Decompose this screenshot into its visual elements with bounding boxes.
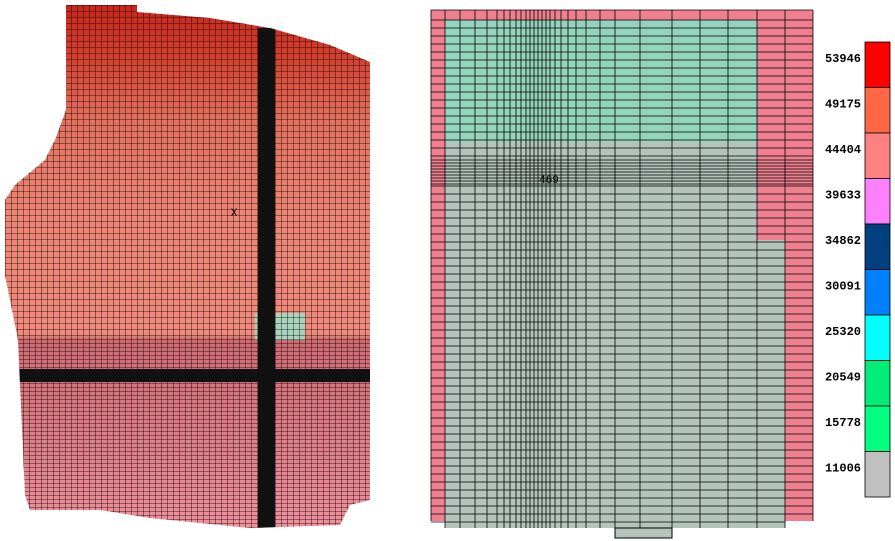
legend-swatch — [864, 451, 891, 498]
legend-label: 34862 — [825, 234, 861, 248]
legend-label: 11006 — [825, 462, 861, 476]
legend-swatch — [864, 405, 891, 452]
marker: 469 — [539, 175, 559, 187]
legend-label: 49175 — [825, 98, 861, 112]
zone — [757, 240, 785, 528]
left-map: X — [5, 5, 370, 528]
legend-swatch — [864, 314, 891, 361]
legend-label: 53946 — [825, 52, 861, 66]
refined-column — [258, 28, 275, 528]
legend-label: 25320 — [825, 325, 861, 339]
legend-label: 39633 — [825, 189, 861, 203]
legend-label: 30091 — [825, 280, 861, 294]
legend-label: 20549 — [825, 371, 861, 385]
legend-swatch — [864, 132, 891, 179]
legend-swatch — [864, 223, 891, 270]
legend-label: 44404 — [825, 143, 861, 157]
zone — [445, 142, 757, 528]
legend-swatch — [864, 269, 891, 316]
grid — [430, 9, 814, 528]
grid — [5, 5, 370, 335]
legend: 53946 49175 44404 39633 34862 30091 25320 20549… — [825, 41, 891, 498]
grid — [5, 335, 370, 528]
marker: X — [231, 208, 238, 220]
legend-swatch — [864, 178, 891, 225]
zone — [614, 527, 673, 539]
legend-swatch — [864, 87, 891, 134]
right-map: 469 — [430, 9, 814, 539]
legend-swatch — [864, 360, 891, 407]
refined-row — [5, 369, 370, 382]
legend-swatch — [864, 41, 891, 88]
legend-label: 15778 — [825, 416, 861, 430]
